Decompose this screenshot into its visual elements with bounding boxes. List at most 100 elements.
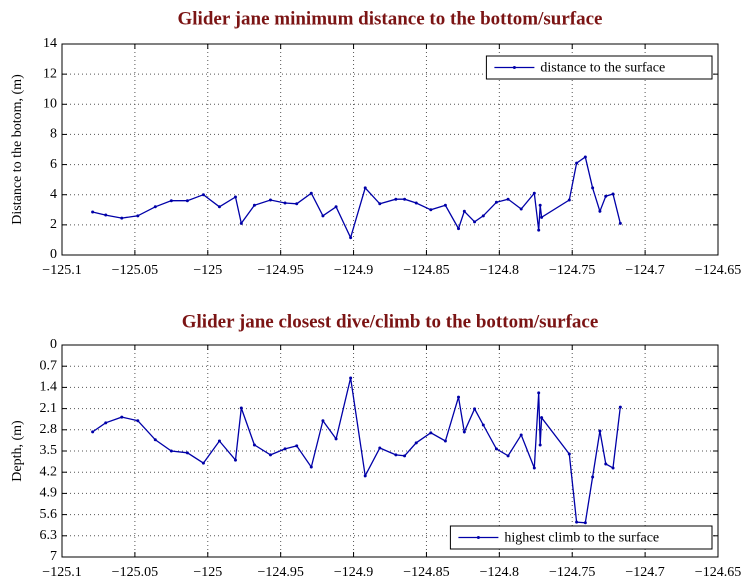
data-point xyxy=(252,443,256,447)
data-point xyxy=(532,191,536,195)
x-tick-label: −125.05 xyxy=(112,263,158,278)
y-tick-label: 5.6 xyxy=(40,507,58,522)
data-point xyxy=(239,406,243,410)
data-point xyxy=(414,441,418,445)
data-point xyxy=(537,391,541,395)
data-point xyxy=(429,208,433,212)
data-line xyxy=(92,155,621,240)
y-tick-label: 2.1 xyxy=(40,401,58,416)
data-point xyxy=(457,395,461,399)
data-point xyxy=(153,205,157,209)
x-tick-label: −124.95 xyxy=(257,263,303,278)
x-tick-label: −124.85 xyxy=(403,565,449,580)
data-point xyxy=(309,191,313,195)
data-point xyxy=(598,429,602,433)
data-point xyxy=(233,458,237,462)
data-point xyxy=(481,214,485,218)
data-point xyxy=(591,186,595,190)
data-point xyxy=(494,200,498,204)
data-point xyxy=(295,202,299,206)
data-point xyxy=(104,213,108,217)
data-point xyxy=(349,376,353,380)
data-point xyxy=(473,407,477,411)
data-point xyxy=(538,443,542,447)
y-tick-label: 7 xyxy=(50,549,57,564)
data-point xyxy=(153,438,157,442)
data-point xyxy=(268,198,272,202)
data-point xyxy=(239,221,243,225)
data-point xyxy=(252,203,256,207)
y-tick-label: 6.3 xyxy=(40,528,58,543)
data-point xyxy=(604,194,608,198)
data-point xyxy=(136,214,140,218)
y-axis-label: Depth, (m) xyxy=(10,420,25,482)
data-point xyxy=(604,462,608,466)
data-point xyxy=(91,210,95,214)
data-point xyxy=(309,465,313,469)
data-point xyxy=(540,215,544,219)
data-point xyxy=(394,453,398,457)
legend-label: distance to the surface xyxy=(540,61,665,76)
x-tick-label: −124.75 xyxy=(549,565,595,580)
plot-frame xyxy=(61,344,719,558)
y-tick-label: 8 xyxy=(50,127,57,142)
data-point xyxy=(519,207,523,211)
data-point xyxy=(591,475,595,479)
data-point xyxy=(217,205,221,209)
y-tick-label: 12 xyxy=(43,66,57,81)
data-point xyxy=(540,416,544,420)
x-tick-label: −125.1 xyxy=(42,263,81,278)
data-point xyxy=(295,444,299,448)
data-point xyxy=(233,195,237,199)
data-point xyxy=(611,466,615,470)
data-point xyxy=(457,227,461,231)
data-point xyxy=(268,453,272,457)
legend-marker xyxy=(476,536,480,539)
y-tick-label: 2 xyxy=(50,217,57,232)
data-point xyxy=(532,466,536,470)
data-point xyxy=(91,430,95,434)
x-tick-label: −125 xyxy=(193,263,222,278)
data-point xyxy=(217,439,221,443)
data-point xyxy=(575,520,579,524)
data-point xyxy=(378,446,382,450)
data-point xyxy=(567,452,571,456)
data-point xyxy=(104,421,108,425)
y-tick-label: 4 xyxy=(50,187,57,202)
x-tick-label: −124.7 xyxy=(625,263,664,278)
x-tick-label: −125 xyxy=(193,565,222,580)
data-point xyxy=(443,439,447,443)
data-point xyxy=(394,197,398,201)
data-point xyxy=(462,209,466,213)
data-point xyxy=(363,186,367,190)
data-point xyxy=(414,201,418,205)
y-tick-label: 0.7 xyxy=(40,358,58,373)
y-tick-label: 14 xyxy=(43,36,57,51)
data-point xyxy=(283,447,287,451)
x-tick-label: −124.75 xyxy=(549,263,595,278)
data-point xyxy=(283,201,287,205)
data-point xyxy=(519,433,523,437)
data-point xyxy=(169,199,173,203)
data-point xyxy=(334,205,338,209)
y-tick-label: 4.2 xyxy=(40,464,58,479)
data-point xyxy=(349,236,353,240)
data-point xyxy=(506,197,510,201)
data-point xyxy=(506,454,510,458)
x-tick-label: −124.65 xyxy=(695,565,741,580)
x-tick-label: −124.8 xyxy=(480,263,519,278)
y-tick-label: 0 xyxy=(50,247,57,262)
data-point xyxy=(618,405,622,409)
legend-box xyxy=(485,55,713,80)
data-point xyxy=(321,214,325,218)
data-point xyxy=(334,437,338,441)
data-point xyxy=(538,203,542,207)
data-point xyxy=(403,454,407,458)
data-point xyxy=(583,521,587,525)
data-point xyxy=(321,419,325,423)
chart-title: Glider jane minimum distance to the bott… xyxy=(178,8,603,29)
data-point xyxy=(201,193,205,197)
x-tick-label: −125.05 xyxy=(112,565,158,580)
data-point xyxy=(363,474,367,478)
